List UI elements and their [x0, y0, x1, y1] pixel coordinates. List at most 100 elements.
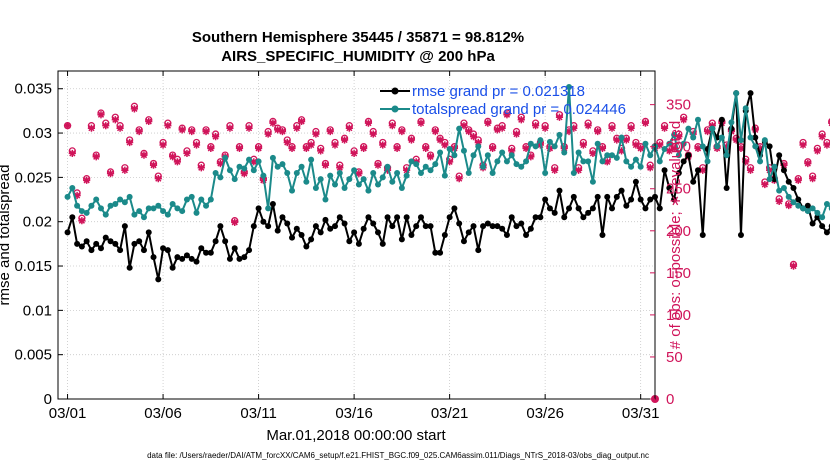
rmse-point: [269, 200, 276, 207]
evaluated-marker: [145, 117, 153, 126]
plot-area: [58, 71, 655, 399]
rmse-point: [795, 196, 802, 203]
totalspread-point: [284, 169, 291, 176]
evaluated-marker: [403, 166, 411, 174]
totalspread-point: [814, 209, 821, 216]
y-tick-label: 0.025: [14, 169, 52, 186]
rmse-point: [160, 245, 167, 252]
totalspread-point: [704, 158, 711, 165]
rmse-point: [117, 247, 124, 254]
totalspread-point: [226, 167, 233, 174]
rmse-point: [489, 223, 496, 230]
totalspread-point: [437, 149, 444, 156]
evaluated-marker: [761, 180, 769, 189]
evaluated-marker: [484, 119, 492, 127]
evaluated-marker: [97, 111, 105, 119]
rmse-point: [465, 229, 472, 236]
totalspread-point: [804, 208, 811, 215]
rmse-point: [398, 236, 405, 243]
evaluated-marker: [264, 130, 272, 138]
totalspread-point: [298, 163, 305, 170]
y-tick-label: 0.005: [14, 347, 52, 364]
evaluated-marker: [207, 144, 215, 152]
evaluated-marker: [283, 138, 291, 147]
totalspread-point: [69, 185, 76, 192]
evaluated-marker: [331, 141, 339, 149]
rmse-point: [470, 223, 477, 230]
rmse-point: [255, 205, 262, 212]
totalspread-point: [408, 158, 415, 165]
legend-rmse-label: rmse grand pr = 0.021318: [412, 83, 585, 100]
totalspread-point: [757, 158, 764, 165]
y-tick-label: 0.01: [23, 302, 52, 319]
totalspread-point: [785, 193, 792, 200]
totalspread-point: [198, 196, 205, 203]
evaluated-marker: [417, 119, 425, 127]
evaluated-marker: [106, 170, 115, 178]
totalspread-point: [236, 163, 243, 170]
totalspread-point: [140, 214, 147, 221]
rmse-point: [499, 225, 506, 232]
evaluated-marker: [369, 130, 377, 138]
evaluated-marker: [665, 147, 673, 155]
totalspread-point: [709, 125, 716, 132]
rmse-point: [212, 238, 219, 245]
rmse-point: [169, 264, 176, 271]
y-axis-right-label: # of obs: o=possible; ∗=evaluated: [667, 121, 684, 350]
totalspread-point: [475, 143, 482, 150]
rmse-point: [88, 247, 95, 254]
totalspread-point: [83, 209, 90, 216]
totalspread-point: [823, 200, 830, 207]
legend: rmse grand pr = 0.021318 totalspread gra…: [380, 83, 626, 118]
rmse-point: [437, 249, 444, 256]
evaluated-marker: [584, 122, 592, 130]
evaluated-marker: [446, 158, 454, 166]
evaluated-marker: [360, 144, 368, 152]
rmse-point: [699, 232, 706, 238]
totalspread-point: [656, 158, 663, 165]
totalspread-point: [671, 131, 678, 138]
totalspread-point: [623, 158, 630, 165]
x-tick-label: 03/06: [144, 405, 182, 422]
totalspread-point: [336, 169, 343, 176]
evaluated-marker: [603, 158, 611, 166]
totalspread-point: [255, 158, 262, 165]
rmse-point: [102, 234, 109, 241]
totalspread-point: [346, 176, 353, 183]
evaluated-marker: [164, 122, 172, 130]
totalspread-point: [164, 211, 171, 218]
evaluated-marker: [469, 133, 478, 141]
totalspread-point: [733, 90, 740, 97]
rmse-point: [532, 214, 539, 221]
rmse-point: [690, 178, 697, 185]
totalspread-point: [800, 205, 807, 212]
evaluated-marker: [809, 175, 817, 183]
totalspread-point: [694, 116, 701, 123]
evaluated-marker: [135, 127, 143, 136]
rmse-point: [327, 225, 334, 232]
rmse-point: [193, 258, 200, 265]
totalspread-point: [351, 167, 358, 174]
y-right-tick-label: 350: [666, 97, 691, 114]
evaluated-marker: [355, 170, 363, 178]
evaluated-marker: [732, 136, 740, 144]
rmse-point: [694, 167, 701, 174]
totalspread-point: [64, 193, 71, 200]
evaluated-marker: [226, 124, 234, 132]
evaluated-marker: [436, 136, 444, 144]
legend-rmse-marker: [391, 87, 399, 95]
totalspread-point: [499, 149, 506, 156]
evaluated-marker: [512, 130, 521, 138]
evaluated-marker: [254, 144, 263, 152]
totalspread-point: [718, 134, 725, 141]
rmse-point: [527, 225, 534, 232]
evaluated-marker: [245, 124, 253, 132]
totalspread-point: [379, 174, 386, 181]
totalspread-point: [489, 169, 496, 176]
totalspread-point: [441, 172, 448, 179]
rmse-point: [417, 214, 424, 221]
totalspread-point: [776, 187, 783, 194]
evaluated-marker: [231, 218, 239, 226]
x-tick-label: 03/16: [335, 405, 373, 422]
rmse-point: [250, 223, 257, 230]
